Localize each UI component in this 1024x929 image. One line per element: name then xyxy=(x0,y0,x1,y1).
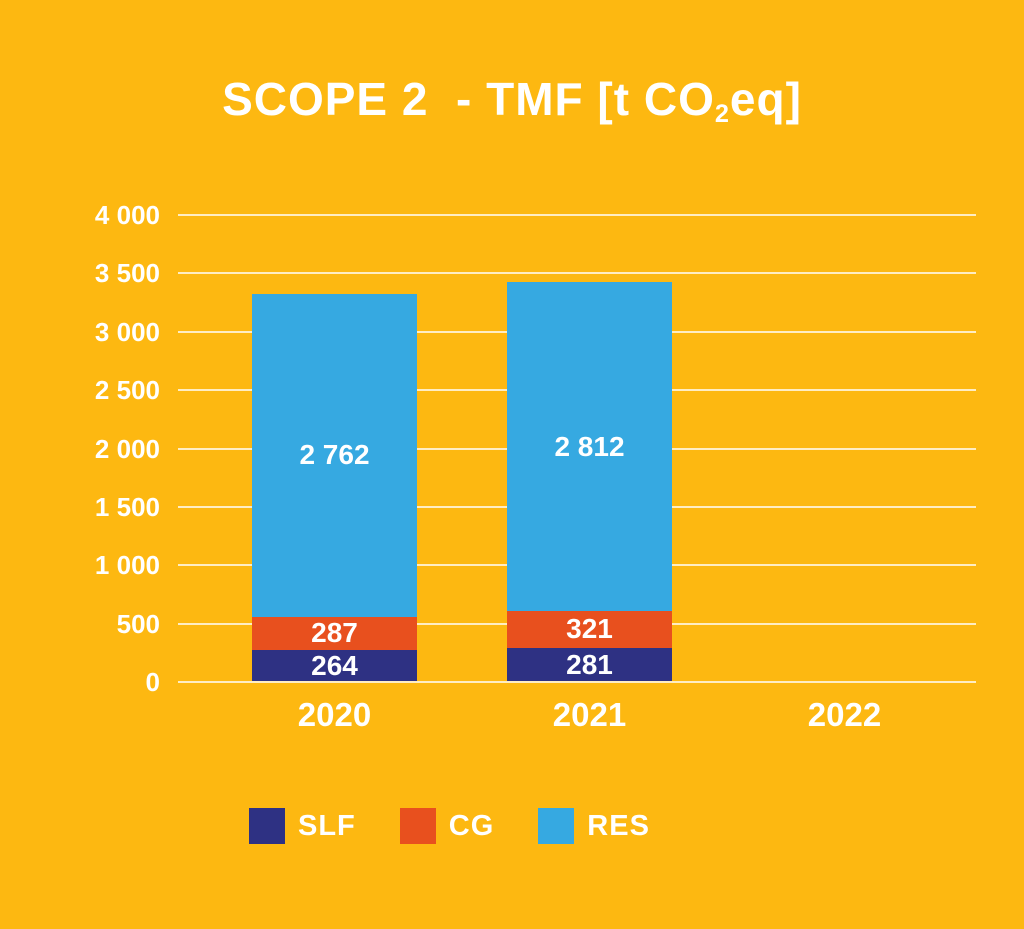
plot-area: 264 287 2 762 281 321 2 812 xyxy=(178,214,976,683)
y-axis-tick-label: 2 500 xyxy=(94,375,160,406)
bar-segment-slf-2020: 264 xyxy=(252,650,417,681)
y-axis-tick-label: 1 500 xyxy=(94,491,160,522)
legend-item-cg: CG xyxy=(399,808,495,844)
chart-title-suffix: eq] xyxy=(729,73,802,125)
y-axis-tick-label: 3 000 xyxy=(94,316,160,347)
gridline xyxy=(178,272,976,275)
bar-2020: 264 287 2 762 xyxy=(252,294,417,681)
bar-value-label: 2 812 xyxy=(554,430,625,462)
legend-swatch-cg xyxy=(399,808,436,844)
bar-value-label: 281 xyxy=(566,648,613,680)
bar-value-label: 321 xyxy=(566,613,613,645)
legend-label-slf: SLF xyxy=(298,809,356,842)
legend-label-res: RES xyxy=(587,809,650,842)
legend-item-res: RES xyxy=(538,808,650,844)
bar-segment-cg-2020: 287 xyxy=(252,616,417,651)
legend-swatch-res xyxy=(538,808,575,844)
gridline xyxy=(178,681,976,683)
gridline xyxy=(178,214,976,216)
bar-2021: 281 321 2 812 xyxy=(507,282,672,681)
chart-title: SCOPE 2 - TMF [t CO2eq] xyxy=(0,72,1024,129)
y-axis-tick-label: 4 000 xyxy=(94,200,160,230)
bar-segment-res-2021: 2 812 xyxy=(507,282,672,611)
x-axis-label-2022: 2022 xyxy=(807,696,882,733)
y-axis-tick-label: 3 500 xyxy=(94,258,160,289)
y-axis-tick-label: 1 000 xyxy=(94,550,160,581)
bar-value-label: 264 xyxy=(311,649,358,681)
legend: SLF CG RES xyxy=(249,808,650,844)
y-axis-tick-label: 0 xyxy=(145,667,160,697)
legend-swatch-slf xyxy=(249,808,285,844)
legend-item-slf: SLF xyxy=(249,808,356,844)
y-axis-tick-label: 500 xyxy=(116,608,160,639)
y-axis-tick-label: 2 000 xyxy=(94,433,160,464)
bar-value-label: 287 xyxy=(311,617,358,649)
bar-segment-cg-2021: 321 xyxy=(507,610,672,649)
x-axis-label-2020: 2020 xyxy=(297,696,372,733)
chart-title-subscript: 2 xyxy=(714,100,730,129)
bar-segment-slf-2021: 281 xyxy=(507,648,672,681)
chart-title-prefix: SCOPE 2 - TMF [t CO xyxy=(222,73,715,125)
legend-label-cg: CG xyxy=(448,809,495,842)
bar-segment-res-2020: 2 762 xyxy=(252,294,417,617)
bar-value-label: 2 762 xyxy=(299,439,370,471)
x-axis-label-2021: 2021 xyxy=(552,696,627,733)
